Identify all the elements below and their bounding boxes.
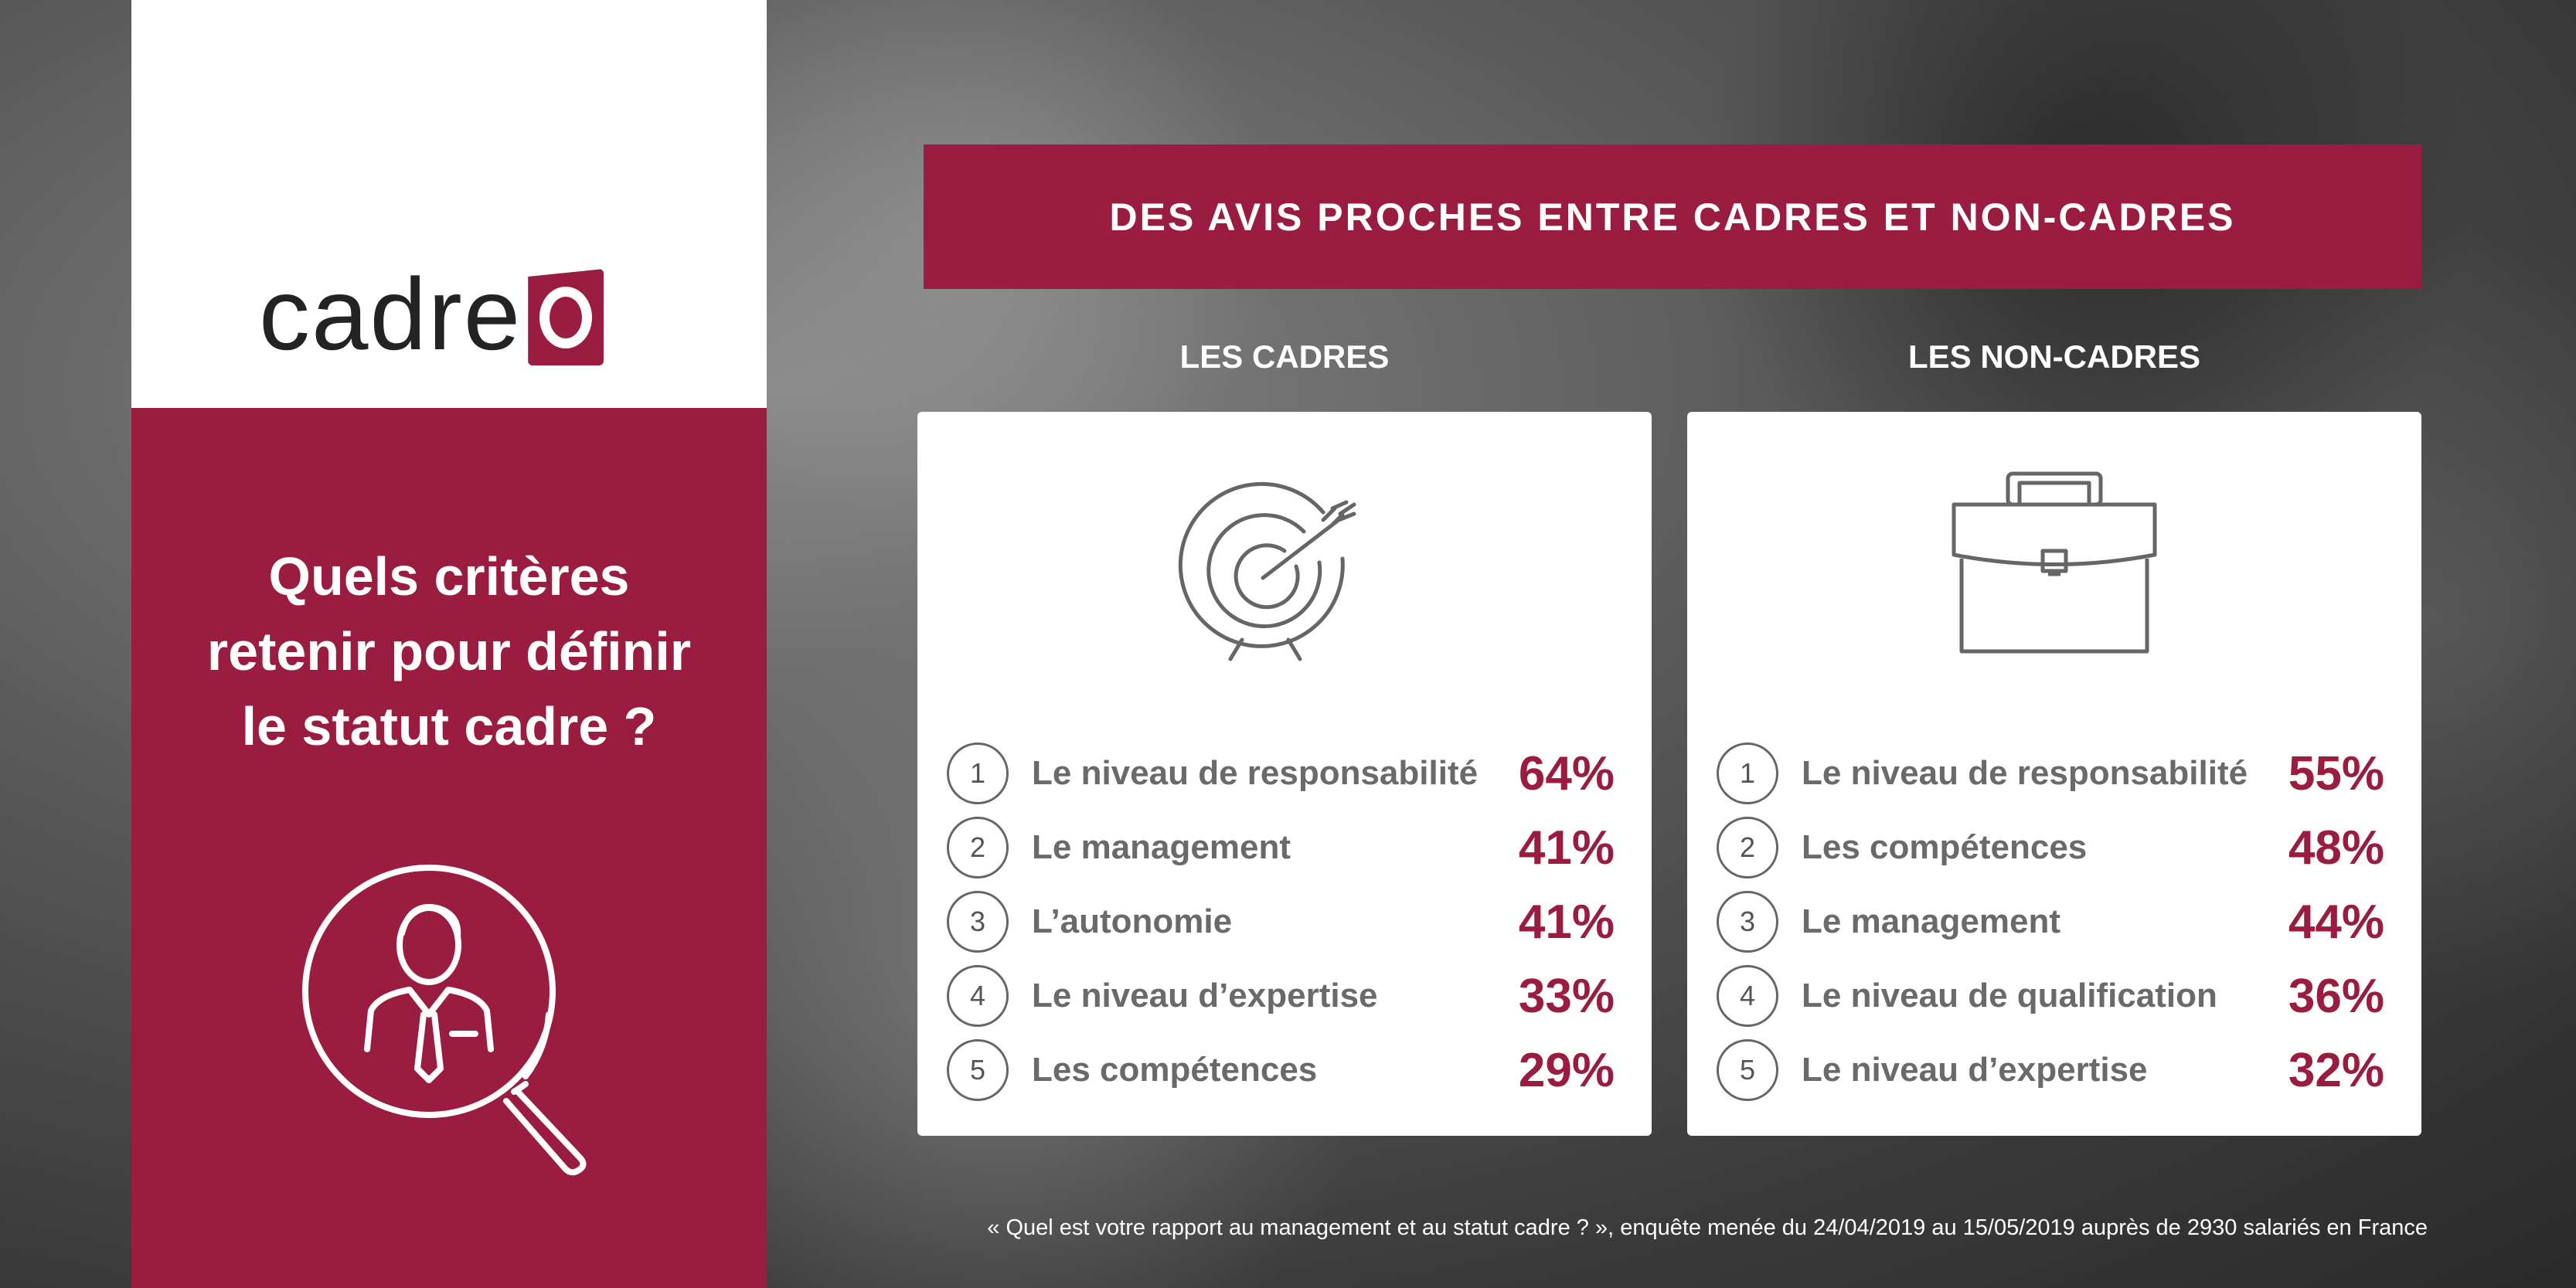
rank-badge: 5 — [1717, 1039, 1778, 1101]
item-percent: 55% — [2288, 746, 2384, 800]
item-label: Le management — [1802, 902, 2060, 940]
sidebar-title: Quels critères retenir pour définir le s… — [131, 539, 767, 764]
card-non-cadres: 1 Le niveau de responsabilité 55% 2 Les com… — [1687, 412, 2421, 1136]
item-percent: 48% — [2288, 821, 2384, 875]
card-cadres: 1 Le niveau de responsabilité 64% 2 Le mana… — [917, 412, 1652, 1136]
item-label: Le niveau de qualification — [1802, 977, 2217, 1014]
item-percent: 41% — [1518, 821, 1615, 875]
item-label: Le niveau d’expertise — [1032, 977, 1378, 1014]
briefcase-icon — [1952, 471, 2157, 654]
list-item: 3 Le management 44% — [1687, 885, 2421, 959]
cadreo-logo: cadre — [259, 263, 604, 365]
list-item: 2 Les compétences 48% — [1687, 811, 2421, 885]
rank-badge: 2 — [1717, 817, 1778, 878]
item-label: Les compétences — [1032, 1051, 1318, 1089]
logo-o-icon — [528, 269, 604, 365]
list-item: 1 Le niveau de responsabilité 55% — [1687, 736, 2421, 811]
item-label: Le niveau d’expertise — [1802, 1051, 2148, 1089]
item-label: L’autonomie — [1032, 902, 1233, 940]
list-item: 5 Le niveau d’expertise 32% — [1687, 1033, 2421, 1107]
item-label: Le niveau de responsabilité — [1802, 754, 2248, 792]
item-label: Les compétences — [1802, 828, 2088, 866]
footer-note: « Quel est votre rapport au management e… — [987, 1215, 2428, 1240]
list-item: 2 Le management 41% — [917, 811, 1652, 885]
list-item: 4 Le niveau d’expertise 33% — [917, 959, 1652, 1033]
title-line: le statut cadre ? — [241, 696, 657, 756]
rank-badge: 1 — [947, 743, 1009, 804]
item-percent: 32% — [2288, 1043, 2384, 1097]
item-percent: 64% — [1518, 746, 1615, 800]
list-item: 4 Le niveau de qualification 36% — [1687, 959, 2421, 1033]
banner-title: DES AVIS PROCHES ENTRE CADRES ET NON-CAD… — [924, 144, 2421, 289]
logo-text: cadre — [259, 257, 522, 371]
rank-badge: 5 — [947, 1039, 1009, 1101]
list-item: 5 Les compétences 29% — [917, 1033, 1652, 1107]
item-percent: 44% — [2288, 895, 2384, 949]
list-item: 3 L’autonomie 41% — [917, 885, 1652, 959]
rank-badge: 3 — [947, 891, 1009, 953]
rank-badge: 2 — [947, 817, 1009, 878]
rank-badge: 1 — [1717, 743, 1778, 804]
column-title-non-cadres: LES NON-CADRES — [1907, 338, 2201, 375]
target-icon — [1178, 481, 1356, 661]
rank-badge: 4 — [947, 965, 1009, 1027]
rank-badge: 3 — [1717, 891, 1778, 953]
magnifier-person-icon — [302, 865, 587, 1176]
item-label: Le niveau de responsabilité — [1032, 754, 1479, 792]
item-percent: 36% — [2288, 969, 2384, 1023]
rank-badge: 4 — [1717, 965, 1778, 1027]
sidebar: Quels critères retenir pour définir le s… — [131, 408, 767, 1288]
column-title-cadres: LES CADRES — [1179, 338, 1390, 375]
list-item: 1 Le niveau de responsabilité 64% — [917, 736, 1652, 811]
item-label: Le management — [1032, 828, 1291, 866]
item-percent: 33% — [1518, 969, 1615, 1023]
item-percent: 41% — [1518, 895, 1615, 949]
item-percent: 29% — [1518, 1043, 1615, 1097]
logo-panel: cadre — [131, 0, 767, 408]
title-line: Quels critères — [268, 546, 630, 607]
title-line: retenir pour définir — [206, 621, 692, 681]
